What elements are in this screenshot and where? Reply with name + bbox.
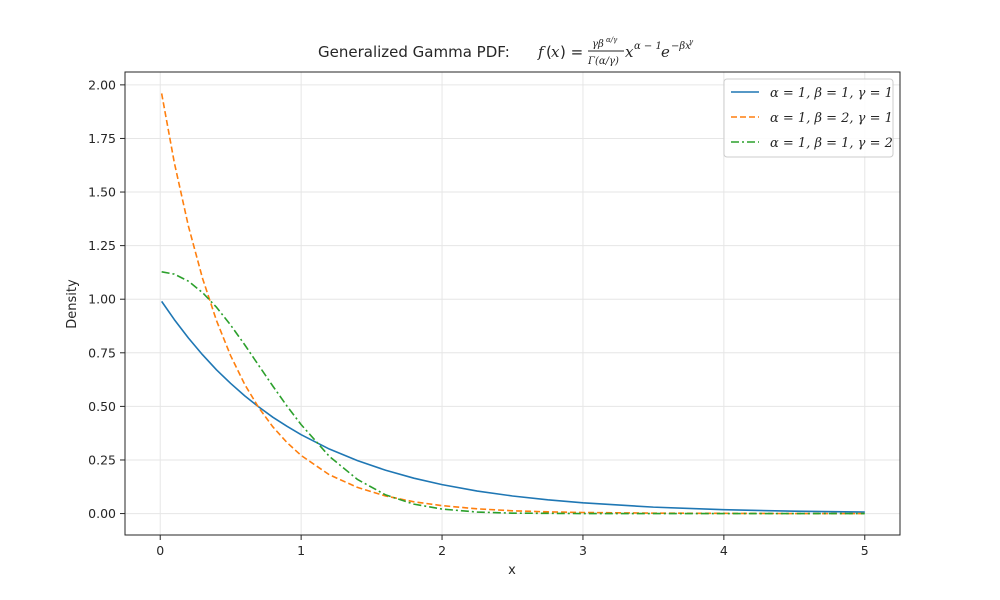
x-tick-label: 0 bbox=[156, 543, 164, 558]
svg-text:x: x bbox=[551, 43, 560, 61]
y-tick-label: 1.75 bbox=[88, 131, 116, 146]
legend: α = 1, β = 1, γ = 1 α = 1, β = 2, γ = 1 … bbox=[724, 79, 893, 157]
y-tick-label: 2.00 bbox=[88, 77, 116, 92]
legend-label-series-3: α = 1, β = 1, γ = 2 bbox=[770, 136, 893, 151]
x-tick-label: 5 bbox=[861, 543, 869, 558]
x-tick-label: 2 bbox=[438, 543, 446, 558]
x-axis-label: x bbox=[508, 563, 516, 578]
y-tick-label: 1.25 bbox=[88, 238, 116, 253]
chart-title: Generalized Gamma PDF: bbox=[318, 43, 510, 61]
svg-text:e: e bbox=[661, 43, 670, 61]
y-tick-label: 0.50 bbox=[88, 399, 116, 414]
y-tick-label: 1.00 bbox=[88, 292, 116, 307]
y-tick-label: 1.50 bbox=[88, 185, 116, 200]
svg-text:Γ(α/γ): Γ(α/γ) bbox=[587, 56, 619, 67]
y-tick-label: 0.25 bbox=[88, 452, 116, 467]
svg-text:γβ: γβ bbox=[592, 39, 604, 50]
y-tick-label: 0.00 bbox=[88, 506, 116, 521]
legend-label-series-1: α = 1, β = 1, γ = 1 bbox=[770, 86, 893, 101]
legend-label-series-2: α = 1, β = 2, γ = 1 bbox=[770, 111, 893, 126]
svg-text:α − 1: α − 1 bbox=[634, 41, 662, 52]
x-tick-label: 1 bbox=[297, 543, 305, 558]
x-tick-label: 4 bbox=[720, 543, 728, 558]
svg-text:) =: ) = bbox=[560, 43, 583, 61]
y-axis-label: Density bbox=[65, 279, 80, 329]
y-tick-label: 0.75 bbox=[88, 345, 116, 360]
x-tick-label: 3 bbox=[579, 543, 587, 558]
svg-text:α/γ: α/γ bbox=[606, 36, 618, 44]
svg-text:x: x bbox=[625, 43, 634, 61]
